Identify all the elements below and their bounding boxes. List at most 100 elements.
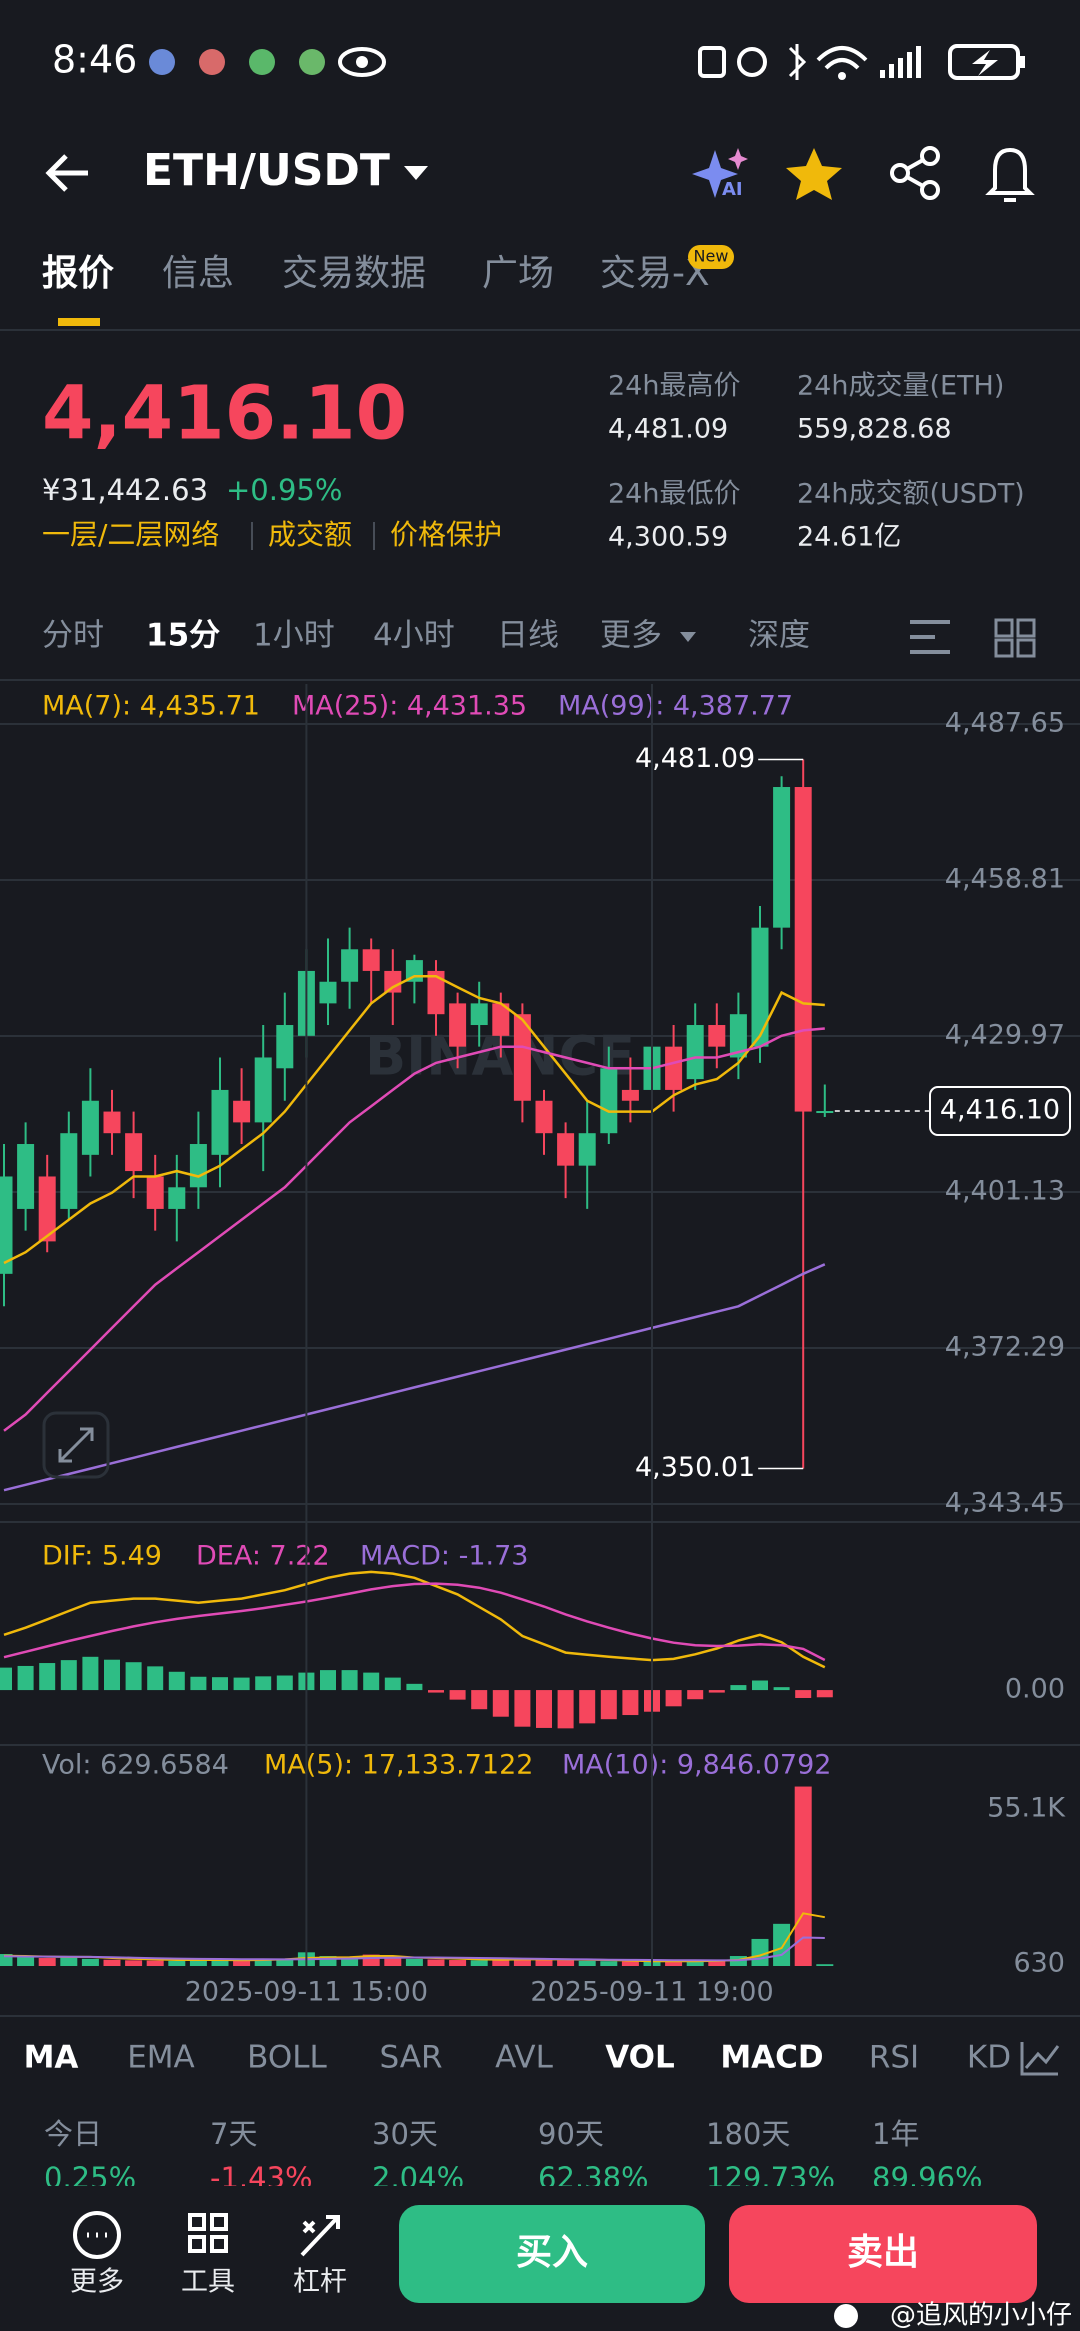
volume-bar (708, 1959, 726, 1966)
macd-bar (406, 1683, 423, 1691)
buy-button[interactable] (399, 2205, 705, 2303)
ai-icon-text: AI (722, 179, 743, 200)
chart-settings-icon[interactable] (910, 620, 950, 654)
candle-body (578, 1133, 596, 1166)
interval-tab[interactable]: 15分 (146, 618, 220, 654)
candle-body (103, 1111, 121, 1134)
indicator-line (3, 1582, 826, 1662)
tab[interactable]: 广场 (482, 253, 554, 294)
tab[interactable]: 交易数据 (282, 253, 426, 294)
indicator-settings-icon[interactable] (1020, 2042, 1060, 2076)
volume-bar (557, 1960, 575, 1966)
tab[interactable]: 报价 (42, 253, 114, 294)
macd-legend: DEA: 7.22 (196, 1541, 330, 1572)
interval-tab[interactable]: 更多 (600, 618, 662, 654)
tool-label[interactable]: 杠杆 (293, 2267, 347, 2298)
indicator-line (3, 1936, 825, 1962)
last-price-tag: 4,416.10 (940, 1095, 1060, 1126)
ai-button[interactable]: AI (692, 148, 748, 200)
low-label: 4,350.01 (635, 1452, 755, 1483)
macd-bar (384, 1677, 401, 1691)
stat-value: 4,481.09 (608, 414, 728, 445)
candle-body (773, 787, 791, 928)
interval-tab[interactable]: 分时 (42, 618, 104, 654)
volume-legend: MA(10): 9,846.0792 (562, 1750, 831, 1781)
macd-bar (212, 1677, 228, 1691)
volume-bar (125, 1960, 143, 1966)
last-price-box (929, 1086, 1071, 1137)
sell-button[interactable] (729, 2205, 1037, 2303)
volume-bar (578, 1960, 596, 1966)
volume-legend: Vol: 629.6584 (42, 1750, 229, 1781)
favorite-button[interactable] (786, 148, 842, 200)
volume-bar (189, 1960, 207, 1966)
share-button[interactable] (890, 146, 940, 200)
candle-body (168, 1187, 186, 1209)
candle-body (708, 1025, 726, 1047)
tab[interactable]: 信息 (162, 253, 234, 294)
back-button[interactable] (45, 154, 88, 192)
volume-bar (794, 1786, 812, 1966)
interval-tab[interactable]: 1小时 (253, 618, 335, 654)
volume-bar (470, 1960, 488, 1966)
volume-bar (276, 1958, 294, 1966)
volume-bar (449, 1960, 467, 1966)
candle-body (621, 1089, 639, 1101)
tool-label[interactable]: 更多 (70, 2267, 124, 2298)
layout-icon[interactable] (994, 618, 1036, 658)
indicator-tab[interactable]: EMA (127, 2040, 195, 2076)
y-tick-label: 4,458.81 (945, 864, 1065, 895)
macd-legend: DIF: 5.49 (42, 1541, 162, 1572)
indicator-tab[interactable]: SAR (380, 2040, 443, 2076)
macd-bar (579, 1690, 596, 1724)
candle-body (211, 1089, 229, 1155)
indicator-tab[interactable]: BOLL (247, 2040, 327, 2076)
indicator-tab[interactable]: KD (967, 2040, 1011, 2076)
macd-bar (816, 1690, 833, 1698)
macd-legend: MACD: -1.73 (360, 1541, 528, 1572)
candle-body (233, 1100, 251, 1123)
candle-body (38, 1176, 56, 1242)
candle-body (427, 970, 445, 1015)
info-link[interactable]: 价格保护 (390, 518, 502, 551)
info-link[interactable]: 一层/二层网络 (42, 518, 219, 551)
volume-bar (816, 1964, 834, 1966)
stat-value: 24.61亿 (797, 522, 901, 553)
info-link[interactable]: 成交额 (268, 518, 352, 551)
period-label: 90天 (538, 2117, 604, 2151)
volume-bar (146, 1960, 164, 1966)
pair-dropdown[interactable] (404, 166, 428, 180)
status-icons (149, 44, 1025, 80)
macd-bar (233, 1677, 250, 1691)
indicator-line (3, 1570, 826, 1669)
macd-bar (17, 1665, 34, 1691)
more-icon (73, 2211, 121, 2259)
alert-button[interactable] (985, 147, 1035, 202)
header-icons: AI (45, 146, 1035, 202)
indicator-tab[interactable]: VOL (605, 2040, 675, 2076)
indicator-tab[interactable]: MA (24, 2040, 79, 2076)
volume-bar (211, 1959, 229, 1966)
indicator-tab[interactable]: MACD (720, 2040, 823, 2076)
tool-label[interactable]: 工具 (181, 2267, 235, 2298)
candle-body (665, 1046, 683, 1090)
volume-bar (319, 1956, 337, 1966)
expand-button[interactable] (42, 1411, 110, 1479)
candle-body (816, 1111, 834, 1114)
y-tick-label: 630 (1013, 1948, 1065, 1979)
new-badge-text: New (694, 247, 729, 266)
stat-label: 24h成交量(ETH) (797, 371, 1004, 402)
interval-tab[interactable]: 4小时 (373, 618, 455, 654)
pair-title: ETH/USDT (143, 145, 390, 196)
period-label: 180天 (706, 2117, 790, 2151)
indicator-tab[interactable]: AVL (495, 2040, 553, 2076)
volume-bar (513, 1958, 531, 1966)
new-badge (688, 245, 734, 269)
interval-tab[interactable]: 深度 (748, 618, 810, 654)
candle-body (729, 1014, 747, 1058)
macd-bar (39, 1663, 56, 1691)
interval-tab[interactable]: 日线 (497, 618, 559, 654)
x-tick-label: 2025-09-11 15:00 (185, 1977, 428, 2008)
indicator-tab[interactable]: RSI (869, 2040, 919, 2076)
volume-bar (492, 1959, 510, 1966)
